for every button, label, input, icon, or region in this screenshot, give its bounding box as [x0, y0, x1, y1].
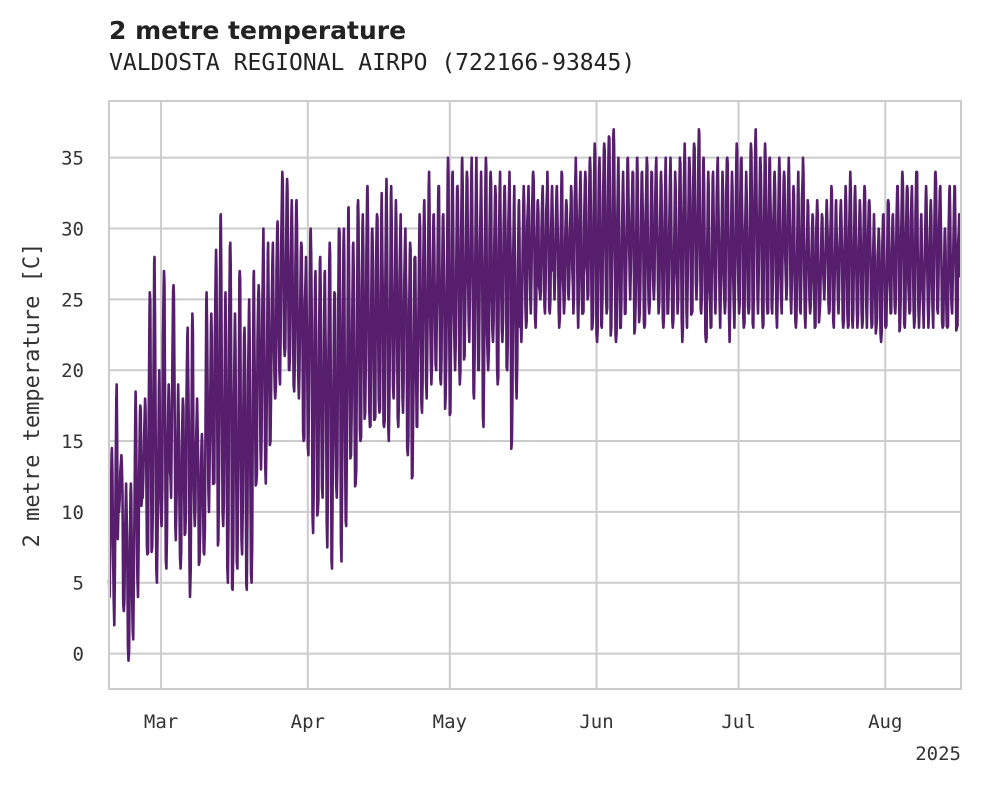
x-tick-label: Jul [721, 711, 755, 733]
plot-frame [108, 100, 962, 690]
x-tick-label: Mar [144, 711, 178, 733]
series-group [107, 128, 962, 662]
x-tick-label: Aug [868, 711, 902, 733]
y-tick-label: 20 [61, 360, 84, 382]
y-tick-label: 35 [61, 148, 84, 170]
x-tick-label: May [433, 711, 467, 733]
y-axis-label: 2 metre temperature [C] [20, 243, 45, 548]
x-offset-label: 2025 [915, 743, 961, 765]
y-tick-label: 0 [73, 644, 84, 666]
y-tick-label: 15 [61, 431, 84, 453]
x-tick-label: Apr [291, 711, 325, 733]
y-tick-labels: 0 5 10 15 20 25 30 35 [61, 148, 84, 666]
temperature-series-line [107, 128, 962, 662]
chart-subtitle: VALDOSTA REGIONAL AIRPO (722166-93845) [109, 50, 636, 76]
y-tick-label: 10 [61, 502, 84, 524]
x-tick-label: Jun [579, 711, 613, 733]
chart-title: 2 metre temperature [109, 16, 407, 45]
y-tick-label: 30 [61, 219, 84, 241]
x-tick-labels: Mar Apr May Jun Jul Aug [144, 711, 903, 733]
y-tick-label: 25 [61, 289, 84, 311]
y-tick-label: 5 [73, 573, 84, 595]
